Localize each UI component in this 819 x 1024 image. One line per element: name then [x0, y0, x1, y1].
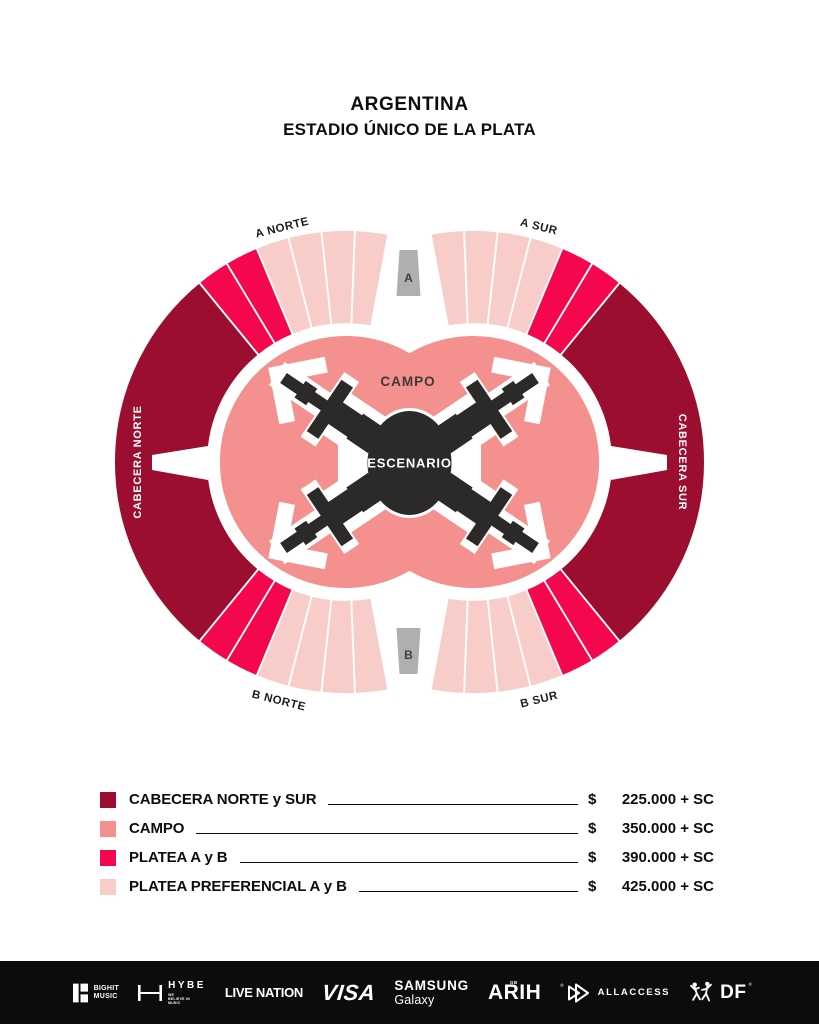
- price-legend: CABECERA NORTE y SUR $ 225.000 + SC CAMP…: [100, 785, 714, 901]
- campo-swatch: [100, 820, 116, 837]
- currency-sign: $: [588, 849, 597, 866]
- tunnel-a: [396, 250, 421, 296]
- hybe-name: HYBE: [168, 980, 206, 992]
- registered-mark: ®: [748, 981, 753, 987]
- east-vomitory-notch: [611, 446, 667, 480]
- price-amount: 425.000 + SC: [621, 878, 714, 895]
- legend-label: PLATEA A y B: [129, 849, 228, 866]
- platea-preferencial-swatch: [100, 878, 116, 895]
- catwalk-arm: [280, 373, 385, 454]
- legend-row-platea: PLATEA A y B $ 390.000 + SC: [100, 843, 714, 872]
- legend-label: CABECERA NORTE y SUR: [129, 791, 317, 808]
- legend-label: PLATEA PREFERENCIAL A y B: [129, 878, 347, 895]
- label-tunnel-b: B: [404, 648, 413, 662]
- stage-complex: [268, 356, 551, 570]
- currency-sign: $: [588, 791, 597, 808]
- price-amount: 350.000 + SC: [621, 820, 714, 837]
- title-block: ARGENTINA ESTADIO ÚNICO DE LA PLATA: [0, 94, 819, 140]
- sponsor-visa: VISA: [320, 979, 377, 1006]
- corner-bracket: [491, 501, 551, 570]
- platea-swatch: [100, 849, 116, 866]
- livenation-wordmark: LIVE NATION: [224, 985, 303, 1000]
- label-a-sur: A SUR: [519, 217, 559, 238]
- visa-wordmark: VISA: [320, 979, 377, 1005]
- stage-ellipse: [367, 411, 452, 515]
- legend-price: $ 350.000 + SC: [588, 820, 714, 837]
- bighit-line1: BIGHIT: [93, 985, 120, 992]
- title-venue: ESTADIO ÚNICO DE LA PLATA: [283, 120, 536, 139]
- legend-label: CAMPO: [129, 820, 185, 837]
- leader-line: [358, 891, 578, 892]
- corner-bracket: [491, 356, 551, 425]
- sponsor-livenation: LIVE NATION: [225, 985, 303, 1000]
- legend-row-cabecera: CABECERA NORTE y SUR $ 225.000 + SC: [100, 785, 714, 814]
- title-country: ARGENTINA: [350, 94, 469, 115]
- label-cabecera-norte: CABECERA NORTE: [132, 405, 144, 518]
- platea-preferencial-section: [429, 596, 469, 695]
- price-amount: 390.000 + SC: [621, 849, 714, 866]
- sponsor-bar: BIGHIT MUSIC HYBE WE BELIEVE IN MUSIC LI…: [0, 961, 819, 1024]
- corner-bracket: [268, 501, 328, 570]
- hybe-logo-icon: [138, 984, 163, 1001]
- sponsor-samsung-galaxy: SAMSUNG Galaxy: [394, 977, 469, 1007]
- legend-price: $ 225.000 + SC: [588, 791, 714, 808]
- west-vomitory-notch: [152, 446, 208, 480]
- label-b-norte: B NORTE: [250, 689, 307, 714]
- sponsor-arih: GB ARIH: [487, 979, 542, 1005]
- df-wordmark: DF: [720, 981, 747, 1003]
- corner-bracket: [268, 356, 328, 425]
- platea-preferencial-section: [429, 229, 469, 328]
- leader-line: [328, 804, 578, 805]
- label-escenario: ESCENARIO: [367, 456, 452, 471]
- bighit-logo-icon: [72, 983, 88, 1002]
- currency-sign: $: [588, 820, 597, 837]
- label-b-sur: B SUR: [519, 690, 559, 711]
- leader-line: [239, 862, 578, 863]
- legend-row-platea-preferencial: PLATEA PREFERENCIAL A y B $ 425.000 + SC: [100, 872, 714, 901]
- legend-price: $ 390.000 + SC: [588, 849, 714, 866]
- hybe-tagline-3: MUSIC: [168, 1000, 181, 1005]
- sponsor-hybe: HYBE WE BELIEVE IN MUSIC: [138, 980, 206, 1005]
- galaxy-wordmark: Galaxy: [394, 992, 435, 1007]
- catwalk-arm: [434, 472, 539, 553]
- sponsor-allaccess: ® ALLACCESS: [560, 983, 670, 1003]
- platea-preferencial-section: [350, 596, 390, 695]
- legend-row-campo: CAMPO $ 350.000 + SC: [100, 814, 714, 843]
- bighit-line2: MUSIC: [93, 992, 118, 1000]
- dancing-figures-icon: [690, 981, 712, 1002]
- platea-preferencial-section: [350, 229, 390, 328]
- label-tunnel-a: A: [404, 271, 413, 285]
- cabecera-swatch: [100, 791, 116, 808]
- tunnel-b: [396, 628, 421, 674]
- leader-line: [196, 833, 578, 834]
- sponsor-bighit: BIGHIT MUSIC: [72, 983, 120, 1003]
- label-cabecera-sur: CABECERA SUR: [676, 414, 688, 511]
- arih-mark: GB: [509, 979, 518, 985]
- catwalk-arm: [434, 373, 539, 454]
- hybe-tagline-2: BELIEVE IN: [168, 996, 190, 1001]
- samsung-wordmark: SAMSUNG: [394, 977, 469, 993]
- sponsor-df: DF ®: [689, 981, 752, 1004]
- allaccess-wordmark: ALLACCESS: [597, 987, 671, 998]
- hybe-tagline-1: WE: [168, 992, 175, 997]
- allaccess-play-icon: [567, 983, 589, 1002]
- label-campo: CAMPO: [380, 374, 435, 389]
- legend-price: $ 425.000 + SC: [588, 878, 714, 895]
- arih-wordmark: ARIH: [487, 980, 542, 1004]
- currency-sign: $: [588, 878, 597, 895]
- catwalk-arm: [280, 472, 385, 553]
- price-amount: 225.000 + SC: [621, 791, 714, 808]
- registered-mark: ®: [560, 982, 564, 988]
